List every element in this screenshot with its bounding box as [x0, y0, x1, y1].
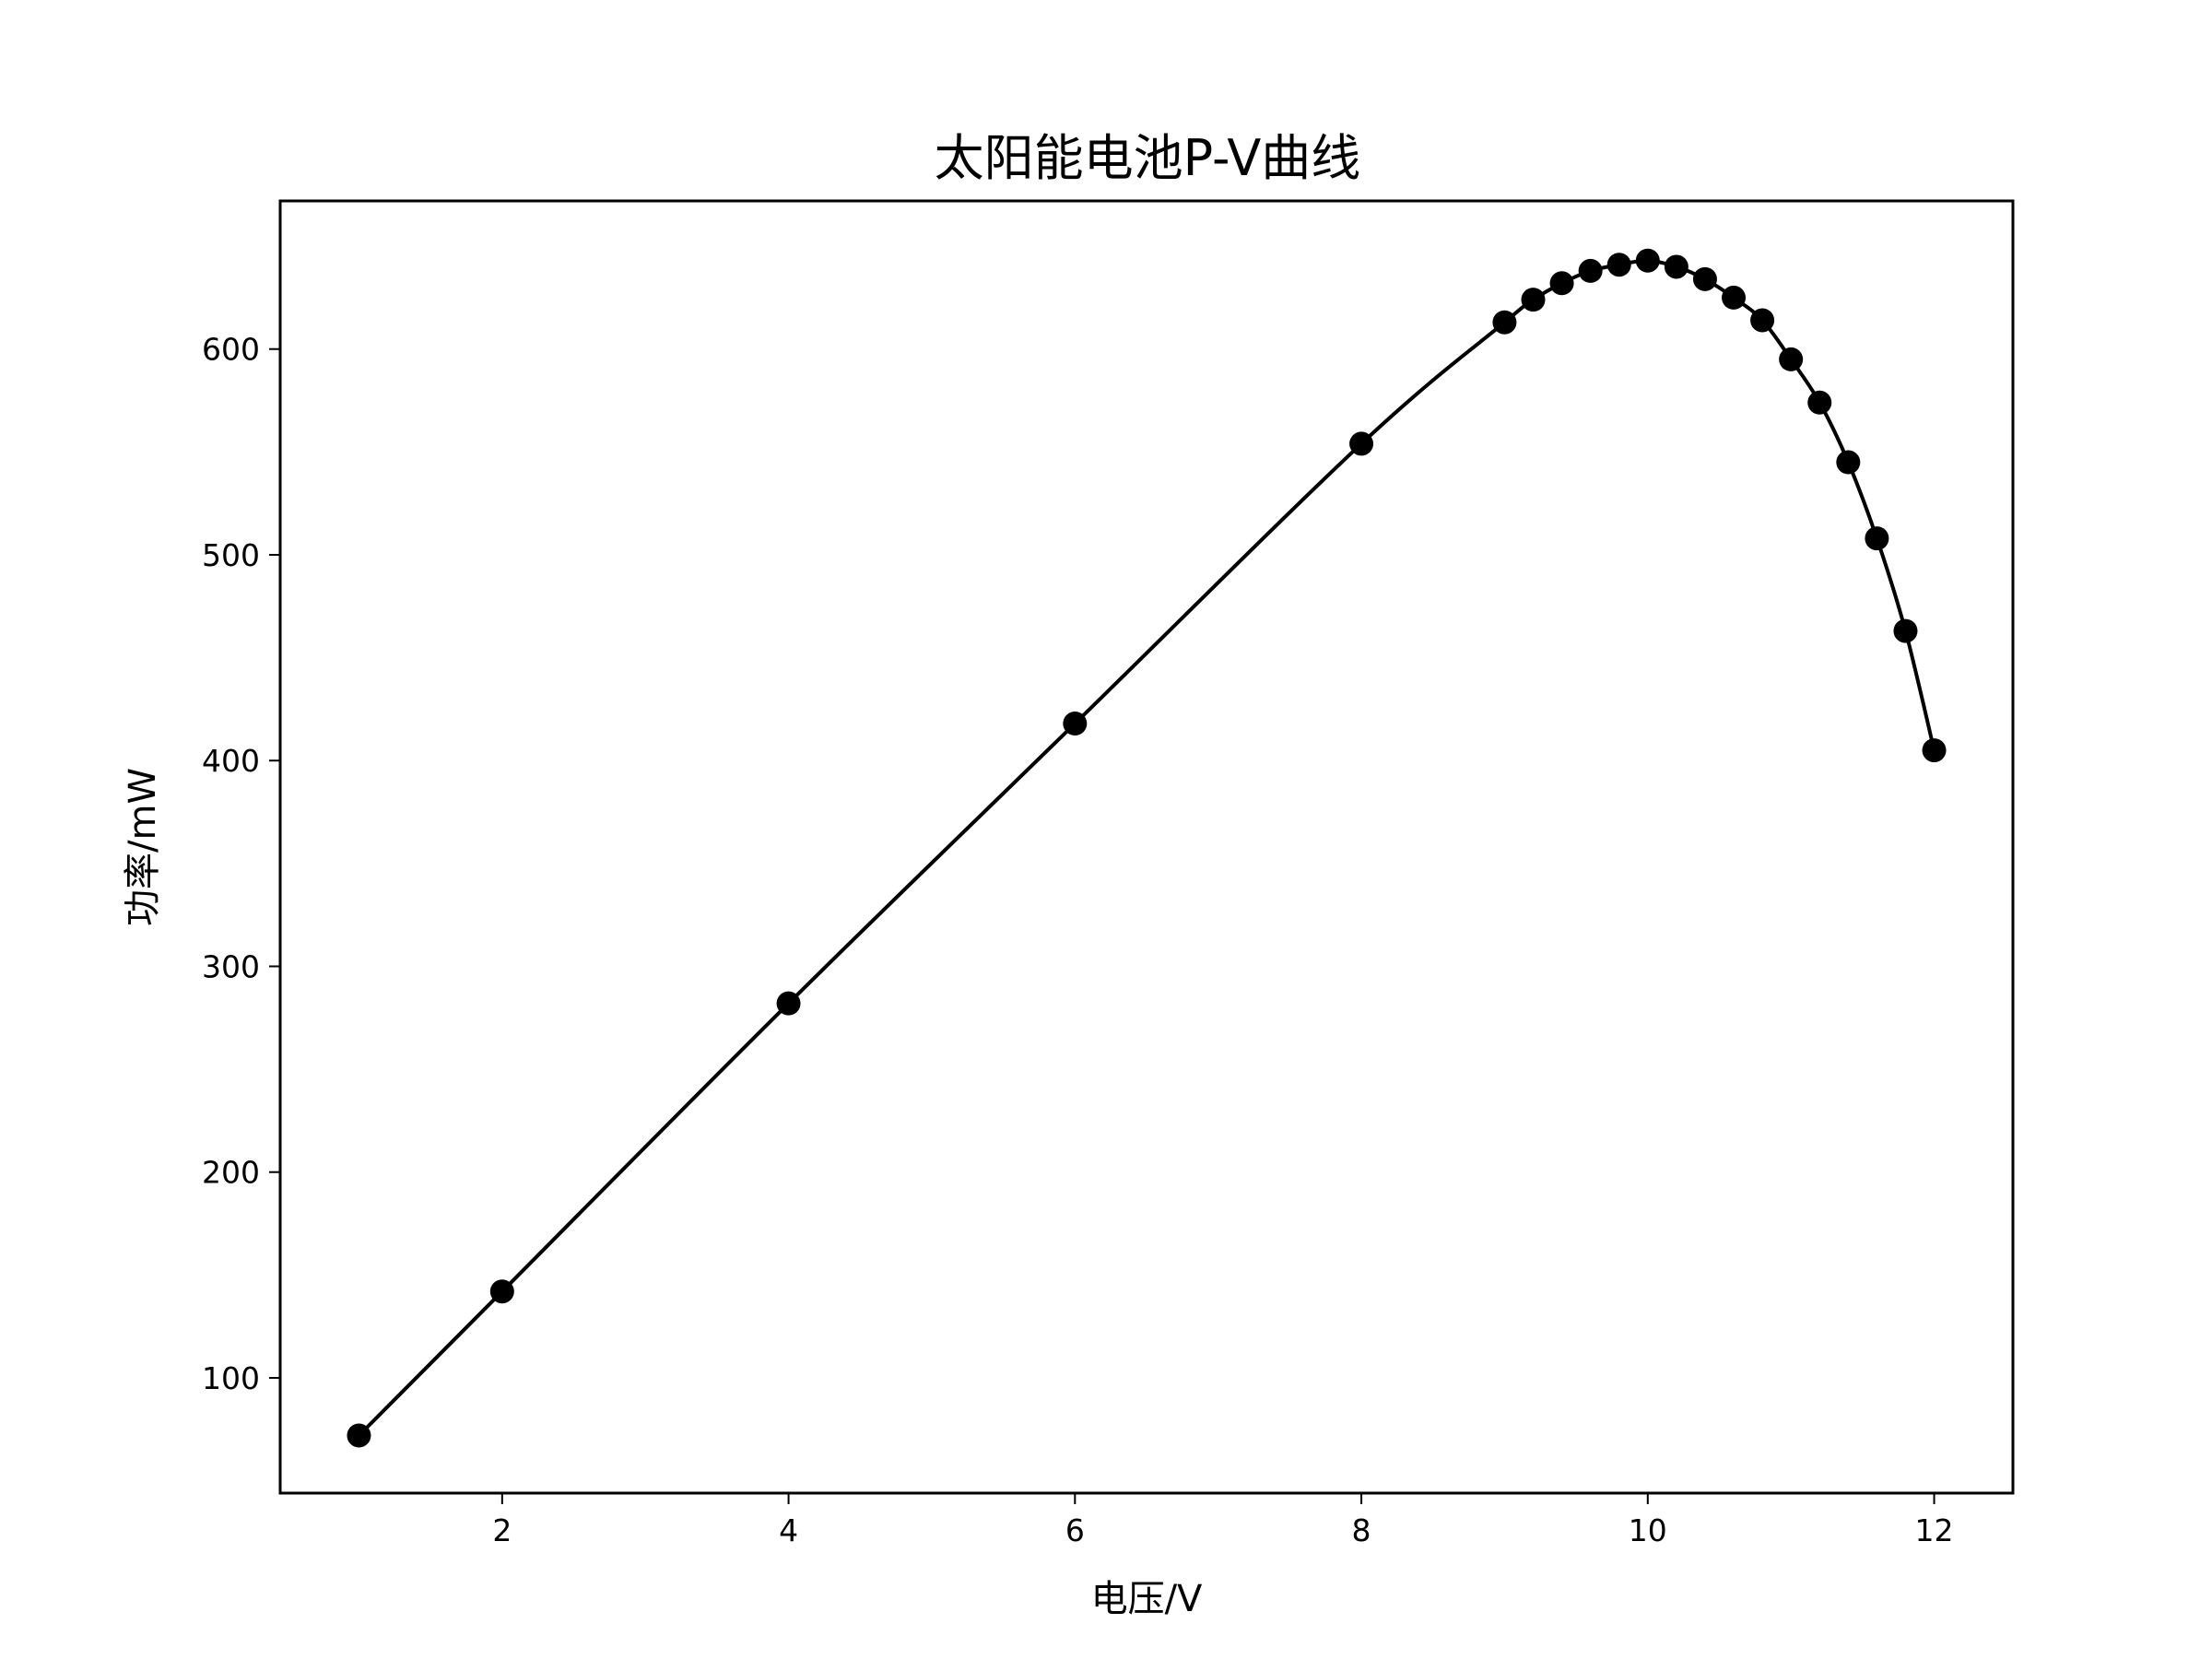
x-tick-label: 8	[1352, 1512, 1371, 1548]
data-point	[776, 991, 801, 1016]
x-tick-label: 12	[1915, 1512, 1954, 1548]
data-point	[1692, 266, 1717, 291]
chart-title: 太阳能电池P-V曲线	[935, 129, 1361, 187]
y-tick-label: 300	[202, 948, 260, 984]
data-point	[1722, 285, 1747, 310]
series-line	[357, 258, 1936, 1438]
data-point	[1750, 308, 1775, 333]
x-axis-label: 电压/V	[1091, 1578, 1203, 1620]
y-axis-label: 功率/mW	[122, 768, 164, 926]
data-point	[1521, 288, 1546, 312]
data-point	[1779, 347, 1804, 371]
data-point	[1922, 738, 1947, 763]
data-point	[347, 1423, 371, 1448]
y-tick-label: 100	[202, 1360, 260, 1396]
data-point	[1492, 310, 1517, 335]
data-point	[1349, 431, 1374, 456]
data-point	[1664, 254, 1688, 279]
y-axis: 100 200 300 400 500 600	[202, 332, 280, 1396]
data-point	[1578, 258, 1603, 283]
data-point	[1865, 526, 1889, 551]
data-point	[1836, 450, 1861, 475]
x-tick-label: 2	[492, 1512, 512, 1548]
data-point	[1063, 712, 1088, 736]
y-tick-label: 400	[202, 743, 260, 779]
data-point	[1635, 248, 1660, 273]
x-tick-label: 6	[1065, 1512, 1085, 1548]
x-tick-label: 4	[779, 1512, 798, 1548]
plot-area	[347, 248, 1947, 1448]
data-point	[489, 1279, 514, 1304]
data-point	[1893, 618, 1918, 643]
x-axis: 2 4 6 8 10 12	[492, 1493, 1954, 1548]
axes-frame	[278, 199, 2015, 1495]
data-point	[1549, 271, 1574, 296]
x-tick-label: 10	[1629, 1512, 1667, 1548]
data-point	[1606, 253, 1631, 277]
y-tick-label: 500	[202, 537, 260, 573]
y-tick-label: 200	[202, 1155, 260, 1191]
y-tick-label: 600	[202, 332, 260, 368]
data-point	[1807, 390, 1832, 415]
